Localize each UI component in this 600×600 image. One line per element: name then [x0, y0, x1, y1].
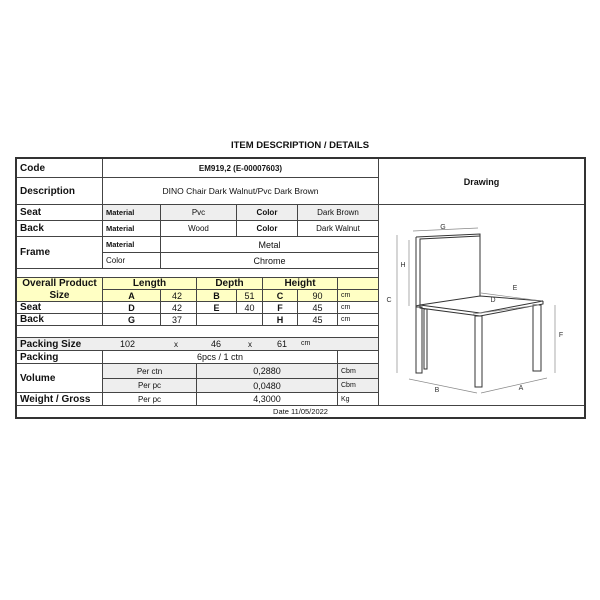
description-value: DINO Chair Dark Walnut/Pvc Dark Brown — [102, 177, 379, 205]
page-title: ITEM DESCRIPTION / DETAILS — [230, 140, 370, 151]
description-label: Description — [16, 177, 103, 205]
dim-label-d: D — [490, 297, 495, 304]
drawing-area: G H C E D F B A — [378, 204, 585, 406]
packing-unit: cm — [301, 340, 311, 347]
packing-width: 46 — [211, 339, 222, 349]
volume-per-pc: 0,0480 — [196, 378, 338, 393]
dim-label-f: F — [559, 332, 563, 339]
dim-label-c: C — [386, 297, 391, 304]
overall-size-label-1: Overall Product — [22, 277, 97, 289]
packing-x2: x — [248, 340, 252, 349]
seat-material: Pvc — [160, 204, 237, 221]
dim-label-a: A — [519, 385, 524, 392]
drawing-header: Drawing — [378, 158, 585, 205]
back-color: Dark Walnut — [297, 220, 379, 237]
packing-length: 102 — [120, 339, 136, 349]
packing-x1: x — [174, 340, 178, 349]
volume-ctn-unit: Cbm — [337, 363, 379, 379]
frame-label: Frame — [16, 236, 103, 269]
packing-size-label: Packing Size — [16, 337, 103, 351]
chair-drawing: G H C E D F B A — [386, 224, 563, 394]
frame-color-label: Color — [102, 252, 161, 269]
overall-size-label: Overall Product Size — [16, 277, 103, 302]
date: Date 11/05/2022 — [16, 405, 585, 418]
frame-material-label: Material — [102, 236, 161, 253]
volume-label: Volume — [16, 363, 103, 393]
overall-size-label-2: Size — [49, 289, 70, 301]
weight-unit: Kg — [337, 392, 379, 406]
packing-label: Packing — [16, 350, 103, 364]
seat-label: Seat — [16, 204, 103, 221]
back-material: Wood — [160, 220, 237, 237]
packing-height: 61 — [277, 339, 288, 349]
volume-per-ctn: 0,2880 — [196, 363, 338, 379]
dim-label-e: E — [513, 285, 518, 292]
packing-value: 6pcs / 1 ctn — [102, 350, 338, 364]
back-color-label: Color — [236, 220, 298, 237]
weight-value: 4,3000 — [196, 392, 338, 406]
code-label: Code — [16, 158, 103, 178]
dim-label-h: H — [400, 262, 405, 269]
frame-color: Chrome — [160, 252, 379, 269]
volume-pc-label: Per pc — [102, 378, 197, 393]
packing-unit-empty — [337, 350, 379, 364]
volume-ctn-label: Per ctn — [102, 363, 197, 379]
dim-label-b: B — [435, 387, 440, 394]
back-label: Back — [16, 220, 103, 237]
packing-size-row — [102, 337, 379, 351]
dim-label-g: G — [440, 224, 445, 231]
volume-pc-unit: Cbm — [337, 378, 379, 393]
code-value: EM919,2 (E-00007603) — [102, 158, 379, 178]
weight-pc-label: Per pc — [102, 392, 197, 406]
seat-color-label: Color — [236, 204, 298, 221]
seat-color: Dark Brown — [297, 204, 379, 221]
back-material-label: Material — [102, 220, 161, 237]
seat-material-label: Material — [102, 204, 161, 221]
frame-material: Metal — [160, 236, 379, 253]
weight-label: Weight / Gross — [16, 392, 103, 406]
